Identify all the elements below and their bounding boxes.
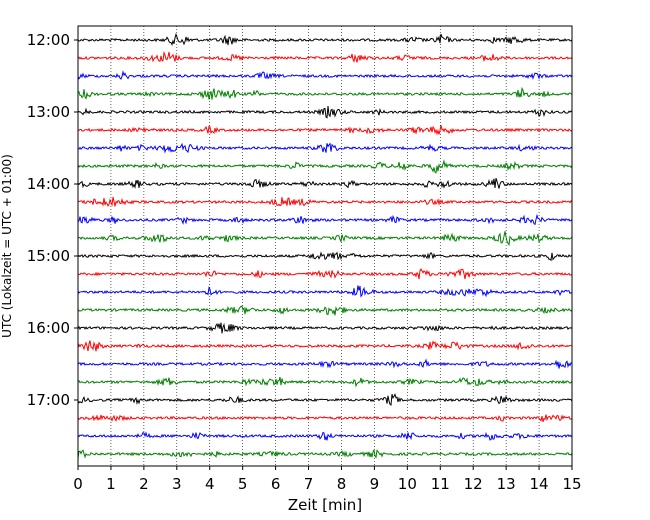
- trace-1530: [77, 285, 573, 298]
- y-tick-label: 15:00: [27, 247, 70, 265]
- x-tick-label: 14: [530, 475, 549, 493]
- trace-1400: [77, 178, 573, 190]
- x-tick-label: 10: [398, 475, 417, 493]
- x-tick-label: 11: [431, 475, 450, 493]
- grid: [110, 26, 540, 466]
- traces: [77, 32, 573, 459]
- x-tick-label: 13: [497, 475, 516, 493]
- trace-1315: [77, 125, 573, 136]
- x-tick-label: 6: [271, 475, 281, 493]
- trace-1445: [77, 231, 573, 247]
- trace-1345: [77, 159, 573, 174]
- trace-1615: [77, 340, 573, 352]
- trace-1330: [77, 142, 573, 154]
- y-axis: 12:00 13:00 14:00 15:00 16:00 17:00: [27, 31, 78, 409]
- trace-1645: [77, 376, 573, 388]
- plot-frame: [77, 25, 573, 467]
- x-tick-label: 8: [337, 475, 347, 493]
- x-tick-label: 1: [106, 475, 116, 493]
- trace-1630: [77, 358, 573, 369]
- trace-1230: [77, 70, 573, 80]
- x-tick-label: 3: [172, 475, 182, 493]
- y-tick-label: 16:00: [27, 319, 70, 337]
- trace-1215: [77, 50, 573, 63]
- trace-1245: [77, 86, 573, 100]
- trace-1430: [77, 213, 573, 226]
- y-tick-label: 17:00: [27, 391, 70, 409]
- trace-1730: [77, 431, 573, 441]
- trace-1715: [77, 414, 573, 423]
- y-tick-label: 12:00: [27, 31, 70, 49]
- x-tick-label: 7: [304, 475, 314, 493]
- trace-1600: [77, 322, 573, 334]
- trace-1300: [77, 105, 573, 119]
- x-axis-label: Zeit [min]: [288, 496, 362, 514]
- x-tick-label: 0: [73, 475, 83, 493]
- trace-1515: [77, 268, 573, 280]
- x-tick-label: 4: [205, 475, 215, 493]
- x-tick-label: 9: [370, 475, 380, 493]
- trace-1415: [77, 196, 573, 207]
- trace-1745: [77, 448, 573, 459]
- x-tick-label: 12: [464, 475, 483, 493]
- x-tick-label: 5: [238, 475, 248, 493]
- y-tick-label: 13:00: [27, 103, 70, 121]
- y-tick-label: 14:00: [27, 175, 70, 193]
- trace-1700: [77, 393, 573, 406]
- trace-1200: [77, 32, 573, 47]
- x-tick-label: 15: [562, 475, 581, 493]
- trace-1545: [77, 305, 573, 316]
- x-axis: 0 1 2 3 4 5 6 7 8 9 10 11 12 13 14 15: [73, 466, 582, 493]
- x-tick-label: 2: [139, 475, 149, 493]
- trace-1500: [77, 251, 573, 262]
- y-axis-label: UTC (Lokalzeit = UTC + 01:00): [0, 154, 14, 338]
